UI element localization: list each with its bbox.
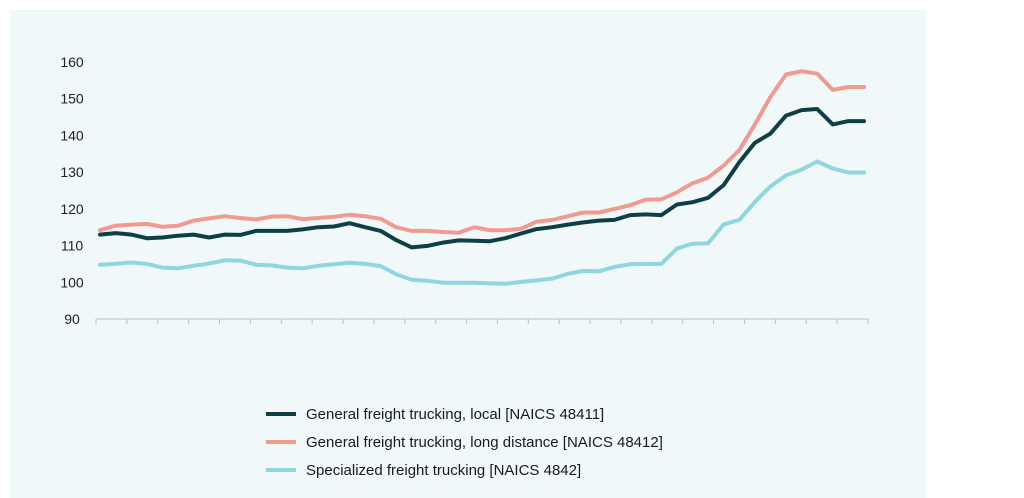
series-line-long-distance (98, 69, 866, 235)
legend-swatch-specialized (266, 468, 296, 472)
series-line-specialized (98, 159, 866, 286)
series-line-local (98, 107, 866, 250)
y-tick-label-140: 140 (60, 127, 84, 143)
y-tick-label-100: 100 (60, 274, 84, 290)
y-tick-label-130: 130 (60, 164, 84, 180)
legend-label-specialized: Specialized freight trucking [NAICS 4842… (306, 461, 582, 479)
legend-item-local: General freight trucking, local [NAICS 4… (266, 400, 663, 428)
legend-label-long-distance: General freight trucking, long distance … (306, 433, 663, 451)
y-tick-label-110: 110 (61, 238, 84, 254)
legend-swatch-long-distance (266, 440, 296, 444)
legend-item-long-distance: General freight trucking, long distance … (266, 428, 663, 456)
y-tick-label-120: 120 (60, 201, 84, 217)
chart-panel: 90 100 110 120 130 140 150 160 General freight … (10, 10, 926, 498)
legend: General freight trucking, local [NAICS 4… (266, 400, 663, 484)
y-tick-label-90: 90 (64, 311, 80, 327)
y-tick-label-160: 160 (60, 54, 84, 70)
y-tick-label-150: 150 (60, 91, 84, 107)
line-chart: 90 100 110 120 130 140 150 160 (60, 54, 869, 327)
legend-swatch-local (266, 412, 296, 416)
legend-item-specialized: Specialized freight trucking [NAICS 4842… (266, 456, 663, 484)
legend-label-local: General freight trucking, local [NAICS 4… (306, 405, 605, 423)
